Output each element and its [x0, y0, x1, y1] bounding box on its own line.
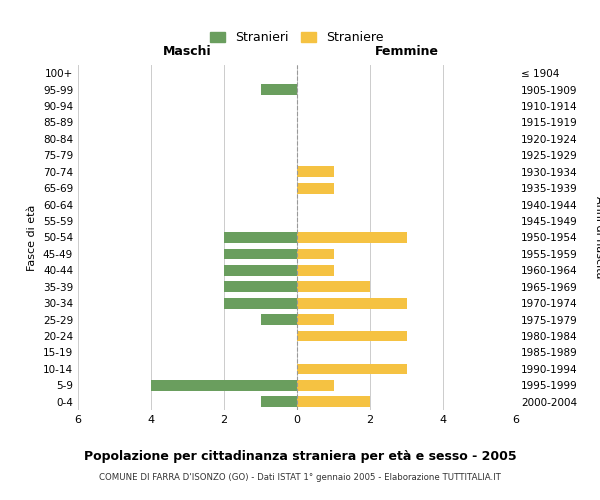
- Bar: [297, 380, 334, 390]
- Bar: [297, 183, 334, 194]
- Bar: [224, 282, 297, 292]
- Bar: [260, 314, 297, 325]
- Bar: [297, 232, 407, 243]
- Bar: [260, 396, 297, 407]
- Bar: [224, 265, 297, 276]
- Bar: [297, 396, 370, 407]
- Bar: [260, 84, 297, 95]
- Bar: [297, 298, 407, 308]
- Bar: [297, 282, 370, 292]
- Bar: [224, 298, 297, 308]
- Text: Popolazione per cittadinanza straniera per età e sesso - 2005: Popolazione per cittadinanza straniera p…: [83, 450, 517, 463]
- Text: Maschi: Maschi: [163, 45, 212, 58]
- Bar: [224, 248, 297, 260]
- Bar: [297, 265, 334, 276]
- Bar: [297, 248, 334, 260]
- Bar: [151, 380, 297, 390]
- Bar: [297, 166, 334, 177]
- Text: COMUNE DI FARRA D'ISONZO (GO) - Dati ISTAT 1° gennaio 2005 - Elaborazione TUTTIT: COMUNE DI FARRA D'ISONZO (GO) - Dati IST…: [99, 472, 501, 482]
- Y-axis label: Fasce di età: Fasce di età: [28, 204, 37, 270]
- Bar: [297, 364, 407, 374]
- Bar: [224, 232, 297, 243]
- Bar: [297, 330, 407, 342]
- Y-axis label: Anni di nascita: Anni di nascita: [594, 196, 600, 279]
- Bar: [297, 314, 334, 325]
- Text: Femmine: Femmine: [374, 45, 439, 58]
- Legend: Stranieri, Straniere: Stranieri, Straniere: [205, 26, 389, 50]
